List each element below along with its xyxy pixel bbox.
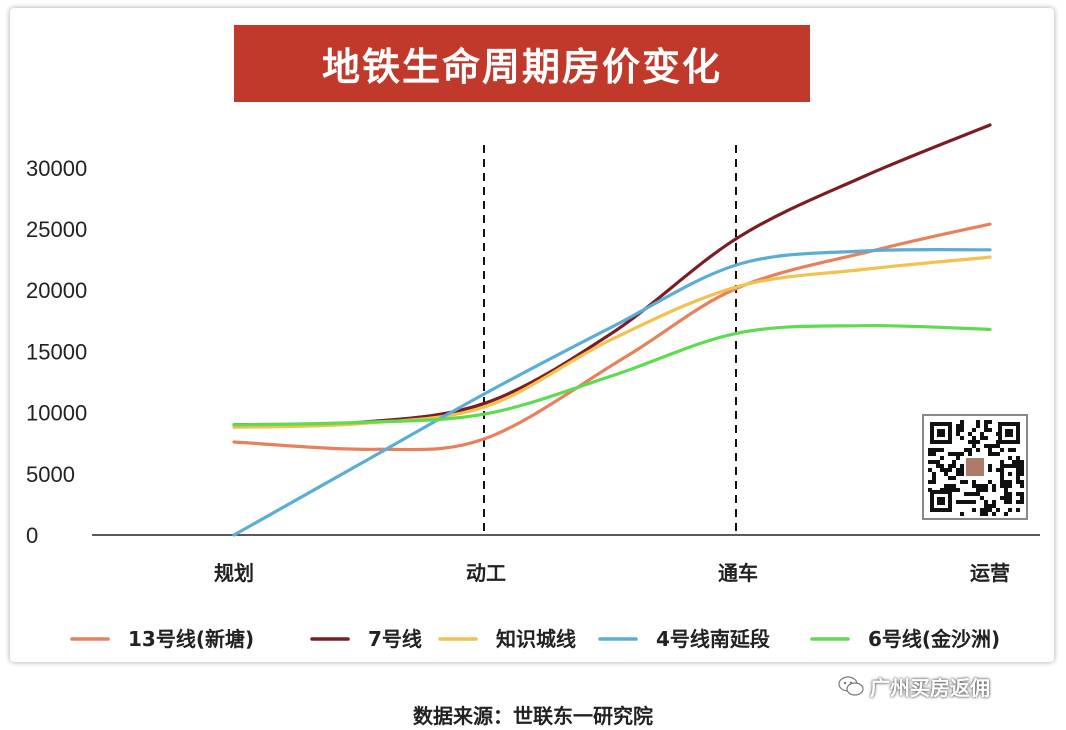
y-tick-label: 25000 — [26, 217, 87, 242]
legend-label: 6号线(金沙洲) — [868, 627, 1000, 651]
watermark-text: 广州买房返佣 — [870, 675, 990, 700]
data-source: 数据来源：世联东一研究院 — [413, 704, 653, 728]
watermark: 广州买房返佣 — [838, 672, 990, 700]
y-tick-label: 30000 — [26, 156, 87, 181]
chart-title: 地铁生命周期房价变化 — [321, 45, 722, 89]
y-tick-label: 0 — [26, 523, 38, 548]
x-tick-label: 通车 — [718, 561, 758, 585]
y-tick-label: 15000 — [26, 339, 87, 364]
series-line-1 — [232, 123, 992, 427]
legend-label: 4号线南延段 — [656, 627, 770, 651]
legend: 13号线(新塘) 7号线 知识城线 4号线南延段 6号线(金沙洲) — [70, 627, 1000, 651]
legend-label: 知识城线 — [496, 627, 576, 651]
y-tick-label: 10000 — [26, 401, 87, 426]
x-tick-label: 运营 — [970, 561, 1010, 585]
series-line-0 — [232, 222, 992, 452]
wechat-icon — [838, 675, 864, 697]
chart-title-banner: 地铁生命周期房价变化 — [234, 25, 810, 102]
x-tick-label: 动工 — [466, 561, 506, 585]
qr-code — [922, 414, 1028, 520]
y-axis-ticks: 0 5000 10000 15000 20000 25000 30000 — [26, 156, 87, 548]
qr-code-icon — [928, 420, 1024, 516]
series-line-4 — [232, 324, 992, 427]
series-lines — [232, 123, 992, 537]
series-line-3 — [232, 247, 992, 537]
legend-label: 13号线(新塘) — [128, 627, 254, 651]
series-line-2 — [232, 255, 992, 429]
milestone-dashed-lines — [483, 145, 737, 535]
y-tick-label: 20000 — [26, 278, 87, 303]
y-tick-label: 5000 — [26, 462, 75, 487]
x-tick-label: 规划 — [214, 561, 254, 585]
legend-label: 7号线 — [368, 627, 422, 651]
x-axis-ticks: 规划 动工 通车 运营 — [214, 561, 1010, 585]
chart-card — [10, 8, 1054, 662]
